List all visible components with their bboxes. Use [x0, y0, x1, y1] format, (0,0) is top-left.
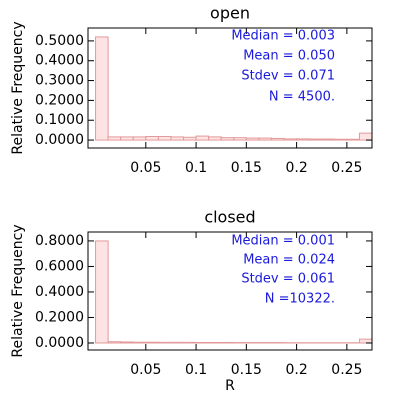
bar [157, 135, 172, 141]
bar [170, 341, 185, 344]
x-axis-label: R [225, 378, 235, 394]
x-tick-label: 0.05 [130, 160, 161, 176]
x-tick-label: 0.25 [331, 362, 362, 378]
bar [283, 138, 298, 141]
bar [120, 136, 134, 141]
y-tick-label: 0.6000 [35, 258, 84, 274]
y-tick-label: 0.8000 [35, 233, 84, 249]
x-tick-label: 0.15 [231, 362, 262, 378]
annotation: Median = 0.001 [231, 234, 335, 249]
bar [208, 136, 222, 141]
bar [95, 36, 109, 141]
bar [308, 138, 323, 141]
annotation: Stdev = 0.061 [241, 272, 335, 287]
bar [145, 341, 159, 344]
bar [358, 338, 373, 344]
bar [107, 136, 122, 141]
bar [132, 136, 147, 141]
plot-frame [87, 231, 373, 351]
bar [233, 137, 247, 141]
bar [296, 138, 310, 141]
bar [132, 341, 147, 344]
bar [358, 132, 373, 141]
y-tick-label: 0.4000 [35, 284, 84, 300]
bar [195, 135, 210, 141]
y-tick-label: 0.3000 [35, 73, 84, 89]
plot-frame [87, 27, 373, 149]
bar [95, 240, 109, 344]
annotation: N = 4500. [269, 90, 335, 105]
bar [245, 137, 260, 141]
y-tick-label: 0.0000 [35, 132, 84, 148]
bar [183, 341, 197, 344]
annotation: Median = 0.003 [231, 29, 335, 44]
bar [321, 138, 335, 141]
bar [120, 341, 134, 344]
y-tick-label: 0.0000 [35, 335, 84, 351]
annotation: Stdev = 0.071 [241, 69, 335, 84]
y-axis-label: Relative Frequency [10, 224, 26, 357]
bar [208, 341, 222, 344]
y-tick-label: 0.5000 [35, 33, 84, 49]
x-tick-label: 0.25 [331, 160, 362, 176]
bar [157, 341, 172, 344]
x-tick-label: 0.15 [231, 160, 262, 176]
y-tick-label: 0.2000 [35, 92, 84, 108]
x-tick-label: 0.1 [185, 362, 207, 378]
y-tick-label: 0.2000 [35, 309, 84, 325]
annotation: Mean = 0.050 [243, 49, 335, 64]
bar [220, 341, 235, 344]
x-tick-label: 0.05 [130, 362, 161, 378]
bar [333, 138, 348, 141]
annotation: Mean = 0.024 [243, 253, 335, 268]
bar [195, 341, 210, 344]
y-axis-label: Relative Frequency [10, 21, 26, 154]
bar [270, 137, 285, 141]
bar [346, 138, 360, 141]
chart-title: closed [204, 208, 255, 227]
x-tick-label: 0.2 [285, 362, 307, 378]
bar [107, 341, 122, 344]
y-tick-label: 0.4000 [35, 53, 84, 69]
chart-title: open [210, 4, 250, 23]
bar [220, 137, 235, 141]
y-tick-label: 0.1000 [35, 112, 84, 128]
x-tick-label: 0.1 [185, 160, 207, 176]
bar [170, 136, 185, 141]
annotation: N =10322. [265, 292, 335, 307]
bar [145, 135, 159, 141]
bar [258, 137, 272, 141]
x-tick-label: 0.2 [285, 160, 307, 176]
bar [183, 136, 197, 141]
